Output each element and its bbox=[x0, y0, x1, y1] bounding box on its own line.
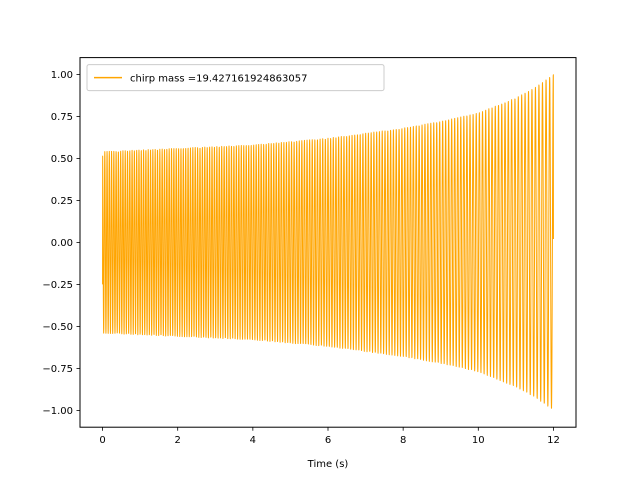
series-line-chirp bbox=[102, 74, 554, 409]
x-tick-label: 6 bbox=[325, 435, 331, 446]
x-tick-label: 12 bbox=[547, 435, 560, 446]
y-tick-label: −0.75 bbox=[42, 364, 73, 375]
y-axis: −1.00 −0.75 −0.50 −0.25 0.00 0.25 0.50 0.75 1.00 bbox=[42, 70, 80, 417]
legend-entry-label: chirp mass =19.427161924863057 bbox=[130, 73, 307, 84]
y-tick-label: −1.00 bbox=[42, 406, 73, 417]
y-tick-label: −0.25 bbox=[42, 280, 73, 291]
legend-box bbox=[86, 64, 385, 92]
x-tick-label: 0 bbox=[99, 435, 105, 446]
x-tick-label: 4 bbox=[250, 435, 256, 446]
x-tick-label: 2 bbox=[175, 435, 181, 446]
plot-area bbox=[102, 74, 554, 409]
y-tick-label: 0.00 bbox=[51, 238, 73, 249]
legend: chirp mass =19.427161924863057 bbox=[86, 64, 385, 92]
y-tick-label: 1.00 bbox=[51, 70, 73, 81]
x-tick-label: 8 bbox=[400, 435, 406, 446]
x-axis-label: Time (s) bbox=[307, 459, 349, 470]
y-tick-label: −0.50 bbox=[42, 322, 73, 333]
x-axis: 0 2 4 6 8 10 12 bbox=[99, 427, 560, 446]
y-tick-label: 0.25 bbox=[51, 196, 73, 207]
x-tick-label: 10 bbox=[472, 435, 485, 446]
y-tick-label: 0.75 bbox=[51, 112, 73, 123]
y-tick-label: 0.50 bbox=[51, 154, 73, 165]
